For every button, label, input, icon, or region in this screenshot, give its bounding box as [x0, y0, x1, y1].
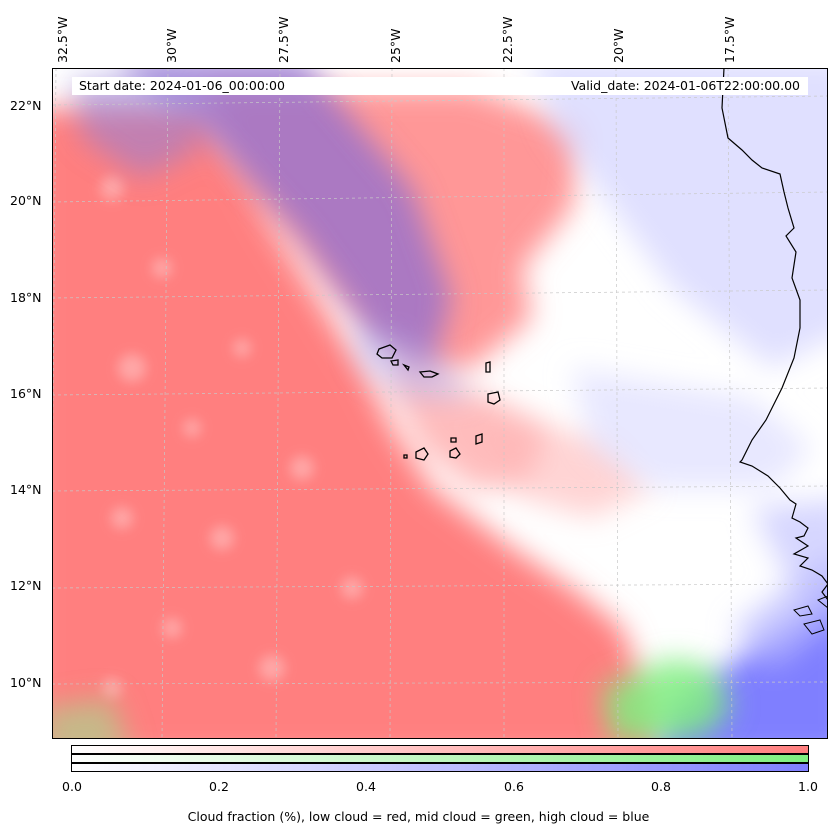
colorbar-mid-cloud	[71, 754, 809, 763]
colorbar-low-cloud	[71, 745, 809, 754]
lon-label-25w: 25°W	[388, 28, 403, 63]
date-info-bar: Start date: 2024-01-06_00:00:00 Valid_da…	[72, 77, 808, 95]
african-coastline	[721, 68, 828, 601]
lon-label-22-5w: 22.5°W	[500, 16, 515, 63]
colorbar-tick-1: 0.2	[209, 779, 229, 794]
lon-label-17-5w: 17.5°W	[722, 16, 737, 63]
mid-cloud-layer	[52, 658, 732, 739]
low-cloud-speckles	[100, 176, 363, 698]
lat-label-22n: 22°N	[10, 98, 42, 113]
colorbar	[71, 745, 809, 772]
lat-label-20n: 20°N	[10, 193, 42, 208]
graticule	[52, 68, 828, 739]
lat-label-16n: 16°N	[10, 386, 42, 401]
lon-label-20w: 20°W	[611, 28, 626, 63]
colorbar-tick-0: 0.0	[62, 779, 82, 794]
colorbar-high-cloud	[71, 763, 809, 772]
colorbar-tick-2: 0.4	[356, 779, 376, 794]
cape-verde-islands	[376, 344, 501, 461]
lat-label-18n: 18°N	[10, 290, 42, 305]
cloud-fraction-map[interactable]	[52, 68, 828, 739]
valid-date-label: Valid_date: 2024-01-06T22:00:00.00	[570, 78, 800, 93]
colorbar-tick-4: 0.8	[651, 779, 671, 794]
colorbar-tick-5: 1.0	[798, 779, 818, 794]
lat-label-10n: 10°N	[10, 675, 42, 690]
start-date-label: Start date: 2024-01-06_00:00:00	[79, 78, 285, 93]
colorbar-tick-3: 0.6	[504, 779, 524, 794]
lon-label-30w: 30°W	[164, 28, 179, 63]
colorbar-label: Cloud fraction (%), low cloud = red, mid…	[187, 809, 650, 824]
lon-label-32-5w: 32.5°W	[55, 16, 70, 63]
lat-label-14n: 14°N	[10, 482, 42, 497]
lon-label-27-5w: 27.5°W	[276, 16, 291, 63]
high-cloud-layer	[72, 68, 828, 739]
lat-label-12n: 12°N	[10, 578, 42, 593]
coastal-islands	[793, 595, 828, 635]
